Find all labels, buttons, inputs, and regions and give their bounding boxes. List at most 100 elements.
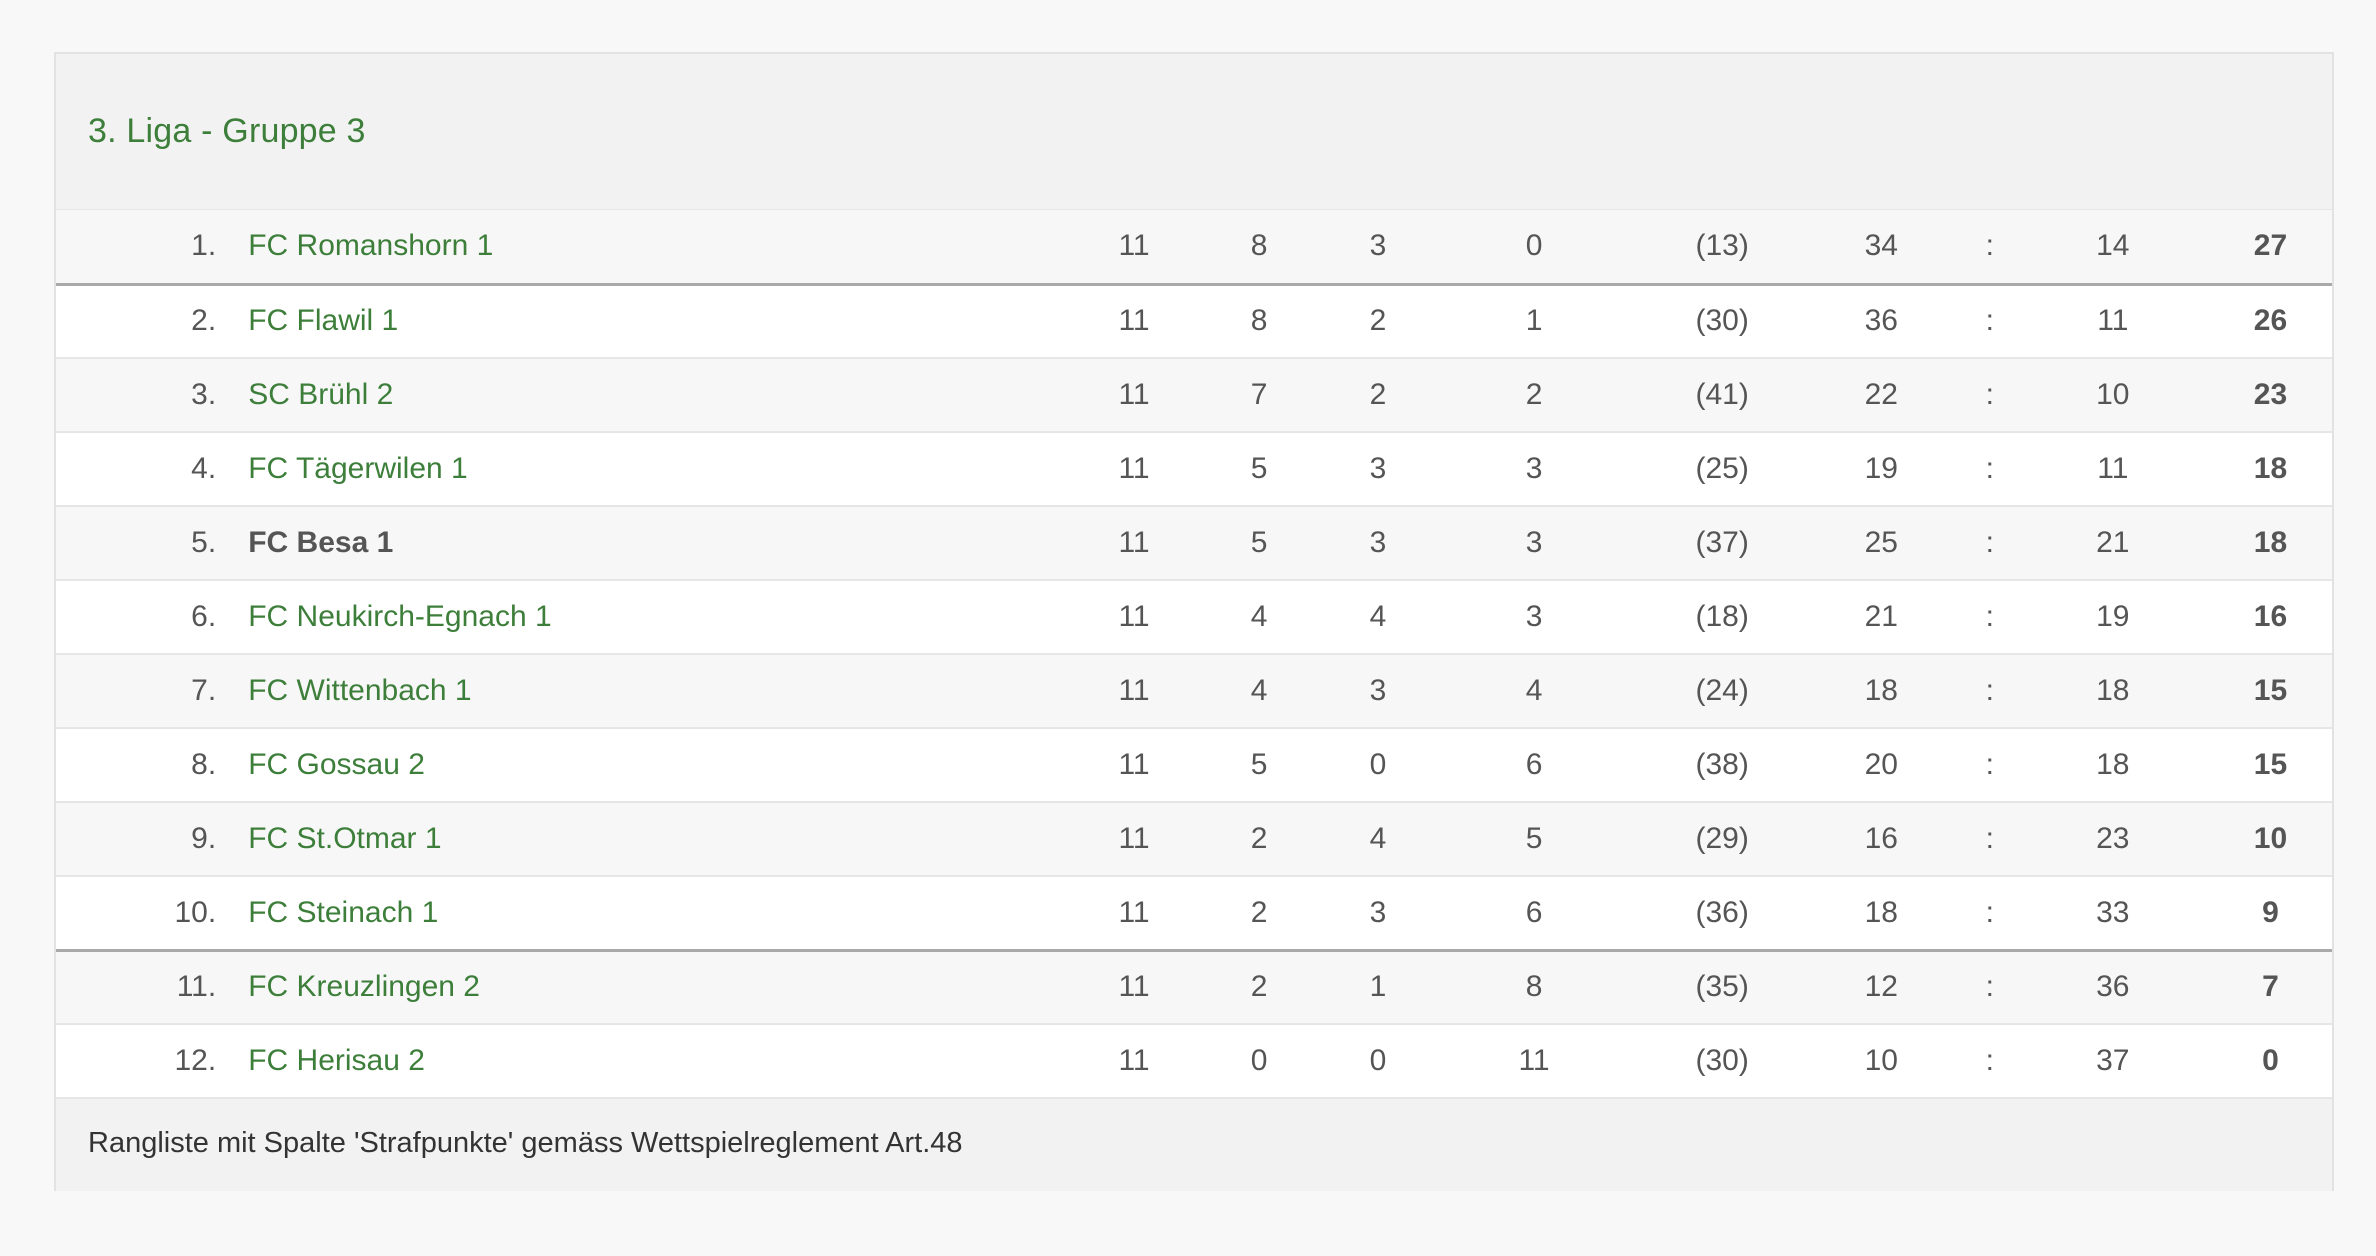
goals-colon: : — [1962, 284, 2017, 359]
table-row: 11. FC Kreuzlingen 2 11 2 1 8 (35) 12 : … — [56, 950, 2332, 1025]
points-cell: 27 — [2208, 210, 2332, 286]
rank-cell: 7. — [56, 654, 217, 729]
drawn-cell: 3 — [1332, 210, 1424, 286]
goals-colon: : — [1962, 580, 2017, 655]
goals-colon: : — [1962, 358, 2017, 433]
penalty-points-cell: (18) — [1644, 580, 1800, 655]
rank: 6. — [191, 600, 217, 633]
team-link[interactable]: FC Steinach 1 — [248, 895, 439, 929]
rank-cell: 8. — [56, 728, 217, 803]
played-cell: 11 — [1082, 654, 1186, 729]
points-cell: 26 — [2208, 284, 2332, 359]
team-link[interactable]: FC Romanshorn 1 — [248, 229, 494, 263]
lost-cell: 3 — [1423, 432, 1645, 507]
played-cell: 11 — [1082, 210, 1186, 286]
table-row: 2. FC Flawil 1 11 8 2 1 (30) 36 : 11 26 — [56, 284, 2332, 359]
points-cell: 15 — [2208, 654, 2332, 729]
team-cell: FC Herisau 2 — [216, 1024, 1083, 1099]
goals-colon: : — [1962, 210, 2017, 286]
points-cell: 15 — [2208, 728, 2332, 803]
goals-for-cell: 19 — [1799, 432, 1963, 507]
drawn-cell: 2 — [1332, 284, 1424, 359]
goals-for-cell: 22 — [1799, 358, 1963, 433]
table-row: 6. FC Neukirch-Egnach 1 11 4 4 3 (18) 21… — [56, 580, 2332, 655]
won-cell: 2 — [1185, 802, 1333, 877]
drawn-cell: 0 — [1332, 1024, 1424, 1099]
points-cell: 7 — [2208, 950, 2332, 1025]
rank-cell: 12. — [56, 1024, 217, 1099]
goals-for-cell: 16 — [1799, 802, 1963, 877]
goals-for-cell: 21 — [1799, 580, 1963, 655]
goals-against-cell: 23 — [2016, 802, 2209, 877]
played-cell: 11 — [1082, 802, 1186, 877]
team-link[interactable]: FC Herisau 2 — [248, 1044, 425, 1077]
team-link[interactable]: FC Wittenbach 1 — [248, 674, 472, 707]
team-cell: FC Neukirch-Egnach 1 — [216, 580, 1083, 655]
penalty-points-cell: (35) — [1644, 950, 1800, 1025]
points-cell: 16 — [2208, 580, 2332, 655]
won-cell: 4 — [1185, 580, 1333, 655]
goals-against-cell: 21 — [2016, 506, 2209, 581]
goals-against-cell: 37 — [2016, 1024, 2209, 1099]
rank-cell: 6. — [56, 580, 217, 655]
team-name-own: FC Besa 1 — [248, 526, 394, 559]
table-row: 10. FC Steinach 1 11 2 3 6 (36) 18 : 33 … — [56, 876, 2332, 952]
goals-for-cell: 12 — [1799, 950, 1963, 1025]
table-row: 4. FC Tägerwilen 1 11 5 3 3 (25) 19 : 11… — [56, 432, 2332, 507]
rank-cell: 1. — [56, 210, 217, 286]
points-cell: 18 — [2208, 506, 2332, 581]
drawn-cell: 3 — [1332, 654, 1424, 729]
team-cell: FC Tägerwilen 1 — [216, 432, 1083, 507]
team-link[interactable]: SC Brühl 2 — [248, 378, 394, 411]
goals-against-cell: 36 — [2016, 950, 2209, 1025]
played-cell: 11 — [1082, 728, 1186, 803]
lost-cell: 6 — [1423, 876, 1645, 952]
standings-body: 1. FC Romanshorn 1 11 8 3 0 (13) 34 : 14… — [56, 210, 2332, 1099]
team-link[interactable]: FC Flawil 1 — [248, 304, 399, 338]
rank-cell: 3. — [56, 358, 217, 433]
won-cell: 5 — [1185, 506, 1333, 581]
penalty-points-cell: (37) — [1644, 506, 1800, 581]
won-cell: 4 — [1185, 654, 1333, 729]
team-cell: FC St.Otmar 1 — [216, 802, 1083, 877]
table-row: 3. SC Brühl 2 11 7 2 2 (41) 22 : 10 23 — [56, 358, 2332, 433]
drawn-cell: 0 — [1332, 728, 1424, 803]
team-link[interactable]: FC St.Otmar 1 — [248, 822, 442, 855]
rank: 5. — [191, 526, 217, 559]
lost-cell: 3 — [1423, 580, 1645, 655]
played-cell: 11 — [1082, 950, 1186, 1025]
points-cell: 10 — [2208, 802, 2332, 877]
goals-against-cell: 10 — [2016, 358, 2209, 433]
goals-for-cell: 18 — [1799, 876, 1963, 952]
team-link[interactable]: FC Neukirch-Egnach 1 — [248, 600, 552, 633]
played-cell: 11 — [1082, 358, 1186, 433]
goals-for-cell: 25 — [1799, 506, 1963, 581]
table-row: 7. FC Wittenbach 1 11 4 3 4 (24) 18 : 18… — [56, 654, 2332, 729]
penalty-points-cell: (30) — [1644, 284, 1800, 359]
goals-for-cell: 20 — [1799, 728, 1963, 803]
team-link[interactable]: FC Kreuzlingen 2 — [248, 970, 480, 1004]
goals-against-cell: 19 — [2016, 580, 2209, 655]
drawn-cell: 3 — [1332, 876, 1424, 952]
rank-cell: 9. — [56, 802, 217, 877]
penalty-points-cell: (30) — [1644, 1024, 1800, 1099]
lost-cell: 6 — [1423, 728, 1645, 803]
played-cell: 11 — [1082, 580, 1186, 655]
drawn-cell: 1 — [1332, 950, 1424, 1025]
team-link[interactable]: FC Gossau 2 — [248, 748, 425, 781]
team-cell: FC Gossau 2 — [216, 728, 1083, 803]
goals-for-cell: 18 — [1799, 654, 1963, 729]
goals-colon: : — [1962, 728, 2017, 803]
team-link[interactable]: FC Tägerwilen 1 — [248, 452, 468, 485]
points-cell: 18 — [2208, 432, 2332, 507]
standings-panel: 3. Liga - Gruppe 3 1. FC Romanshorn 1 11… — [54, 52, 2334, 1191]
table-row: 9. FC St.Otmar 1 11 2 4 5 (29) 16 : 23 1… — [56, 802, 2332, 877]
panel-footer: Rangliste mit Spalte 'Strafpunkte' gemäs… — [56, 1099, 2332, 1191]
goals-against-cell: 18 — [2016, 654, 2209, 729]
lost-cell: 0 — [1423, 210, 1645, 286]
won-cell: 2 — [1185, 876, 1333, 952]
rank-cell: 10. — [56, 876, 217, 952]
penalty-points-cell: (38) — [1644, 728, 1800, 803]
goals-colon: : — [1962, 654, 2017, 729]
